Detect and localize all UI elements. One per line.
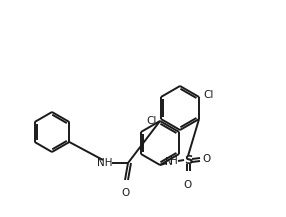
Text: O: O — [203, 154, 211, 164]
Text: NH: NH — [97, 158, 113, 168]
Text: N: N — [165, 157, 173, 167]
Text: H: H — [170, 156, 178, 166]
Text: O: O — [122, 188, 130, 198]
Text: S: S — [184, 153, 192, 166]
Text: Cl: Cl — [146, 116, 157, 126]
Text: Cl: Cl — [203, 90, 213, 100]
Text: O: O — [184, 180, 192, 190]
